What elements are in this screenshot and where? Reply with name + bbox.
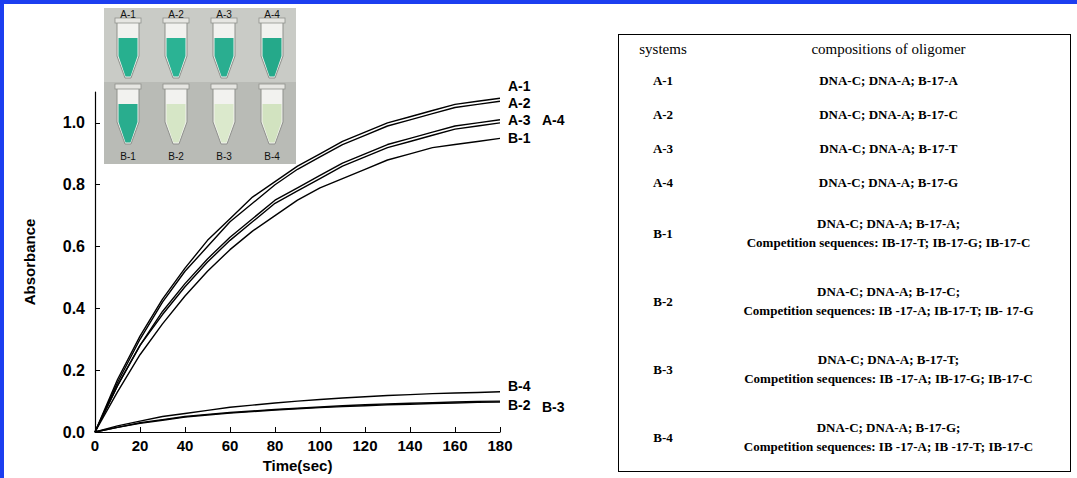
svg-text:0.6: 0.6 (63, 238, 85, 255)
html-text:systems: systems (639, 40, 687, 57)
html-text:A-3: A-3 (652, 140, 674, 156)
svg-text:Time(sec): Time(sec) (263, 457, 333, 474)
svg-text:80: 80 (267, 437, 284, 454)
html-text:A-4: A-4 (652, 174, 674, 190)
svg-text:A-1: A-1 (120, 9, 136, 20)
svg-text:A-2: A-2 (168, 9, 184, 20)
svg-text:0.0: 0.0 (63, 424, 85, 441)
svg-text:140: 140 (397, 437, 422, 454)
html-text:Competition sequences: IB -17-: Competition sequences: IB -17-A; IB -17-… (743, 439, 1034, 454)
html-text:B-4: B-4 (653, 429, 673, 445)
svg-text:B-1: B-1 (508, 130, 531, 146)
html-text:compositions of oligomer: compositions of oligomer (811, 40, 966, 57)
svg-text:B-4: B-4 (508, 378, 531, 394)
svg-text:40: 40 (177, 437, 194, 454)
html-text:Competition sequences: IB -17-: Competition sequences: IB -17-A; IB-17-T… (743, 303, 1034, 318)
svg-text:120: 120 (352, 437, 377, 454)
svg-text:0.2: 0.2 (63, 362, 85, 379)
svg-text:100: 100 (307, 437, 332, 454)
svg-text:0.4: 0.4 (63, 300, 85, 317)
svg-text:B-2: B-2 (168, 151, 184, 162)
svg-text:160: 160 (442, 437, 467, 454)
html-text:DNA-C; DNA-A; B-17-A: DNA-C; DNA-A; B-17-A (819, 72, 958, 88)
html-text:B-1: B-1 (653, 225, 673, 241)
html-text:DNA-C; DNA-A; B-17-C: DNA-C; DNA-A; B-17-C (819, 106, 958, 122)
svg-text:B-3: B-3 (216, 151, 232, 162)
html-text:DNA-C; DNA-A; B-17-G: DNA-C; DNA-A; B-17-G (818, 174, 959, 190)
svg-text:A-1: A-1 (508, 78, 531, 94)
svg-text:A-3: A-3 (508, 112, 531, 128)
svg-text:A-4: A-4 (264, 9, 280, 20)
svg-text:60: 60 (222, 437, 239, 454)
html-text:A-1: A-1 (652, 72, 674, 88)
svg-text:1.0: 1.0 (63, 114, 85, 131)
html-text:DNA-C; DNA-A; B-17-G;: DNA-C; DNA-A; B-17-G; (816, 420, 961, 435)
html-text:B-3: B-3 (653, 361, 673, 377)
svg-text:B-4: B-4 (264, 151, 280, 162)
html-text:DNA-C; DNA-A; B-17-A;: DNA-C; DNA-A; B-17-A; (817, 216, 960, 231)
html-text:B-2: B-2 (653, 293, 673, 309)
svg-text:180: 180 (487, 437, 512, 454)
html-text:DNA-C; DNA-A; B-17-T: DNA-C; DNA-A; B-17-T (819, 140, 958, 156)
html-text:A-2: A-2 (652, 106, 674, 122)
html-text:DNA-C; DNA-A; B-17-C;: DNA-C; DNA-A; B-17-C; (817, 284, 960, 299)
html-text:DNA-C; DNA-A; B-17-T;: DNA-C; DNA-A; B-17-T; (817, 352, 960, 367)
svg-text:A-4: A-4 (542, 112, 565, 128)
svg-text:Absorbance: Absorbance (21, 219, 38, 306)
svg-text:B-1: B-1 (120, 151, 136, 162)
html-text:Competition sequences: IB-17-T: Competition sequences: IB-17-T; IB-17-G;… (746, 235, 1031, 250)
svg-text:A-2: A-2 (508, 95, 531, 111)
svg-text:B-2: B-2 (508, 397, 531, 413)
html-text:Competition sequences: IB -17-: Competition sequences: IB -17-A; IB-17-G… (744, 371, 1033, 386)
svg-text:0: 0 (91, 437, 99, 454)
svg-text:20: 20 (132, 437, 149, 454)
svg-text:B-3: B-3 (542, 399, 565, 415)
svg-text:0.8: 0.8 (63, 176, 85, 193)
svg-text:A-3: A-3 (216, 9, 232, 20)
